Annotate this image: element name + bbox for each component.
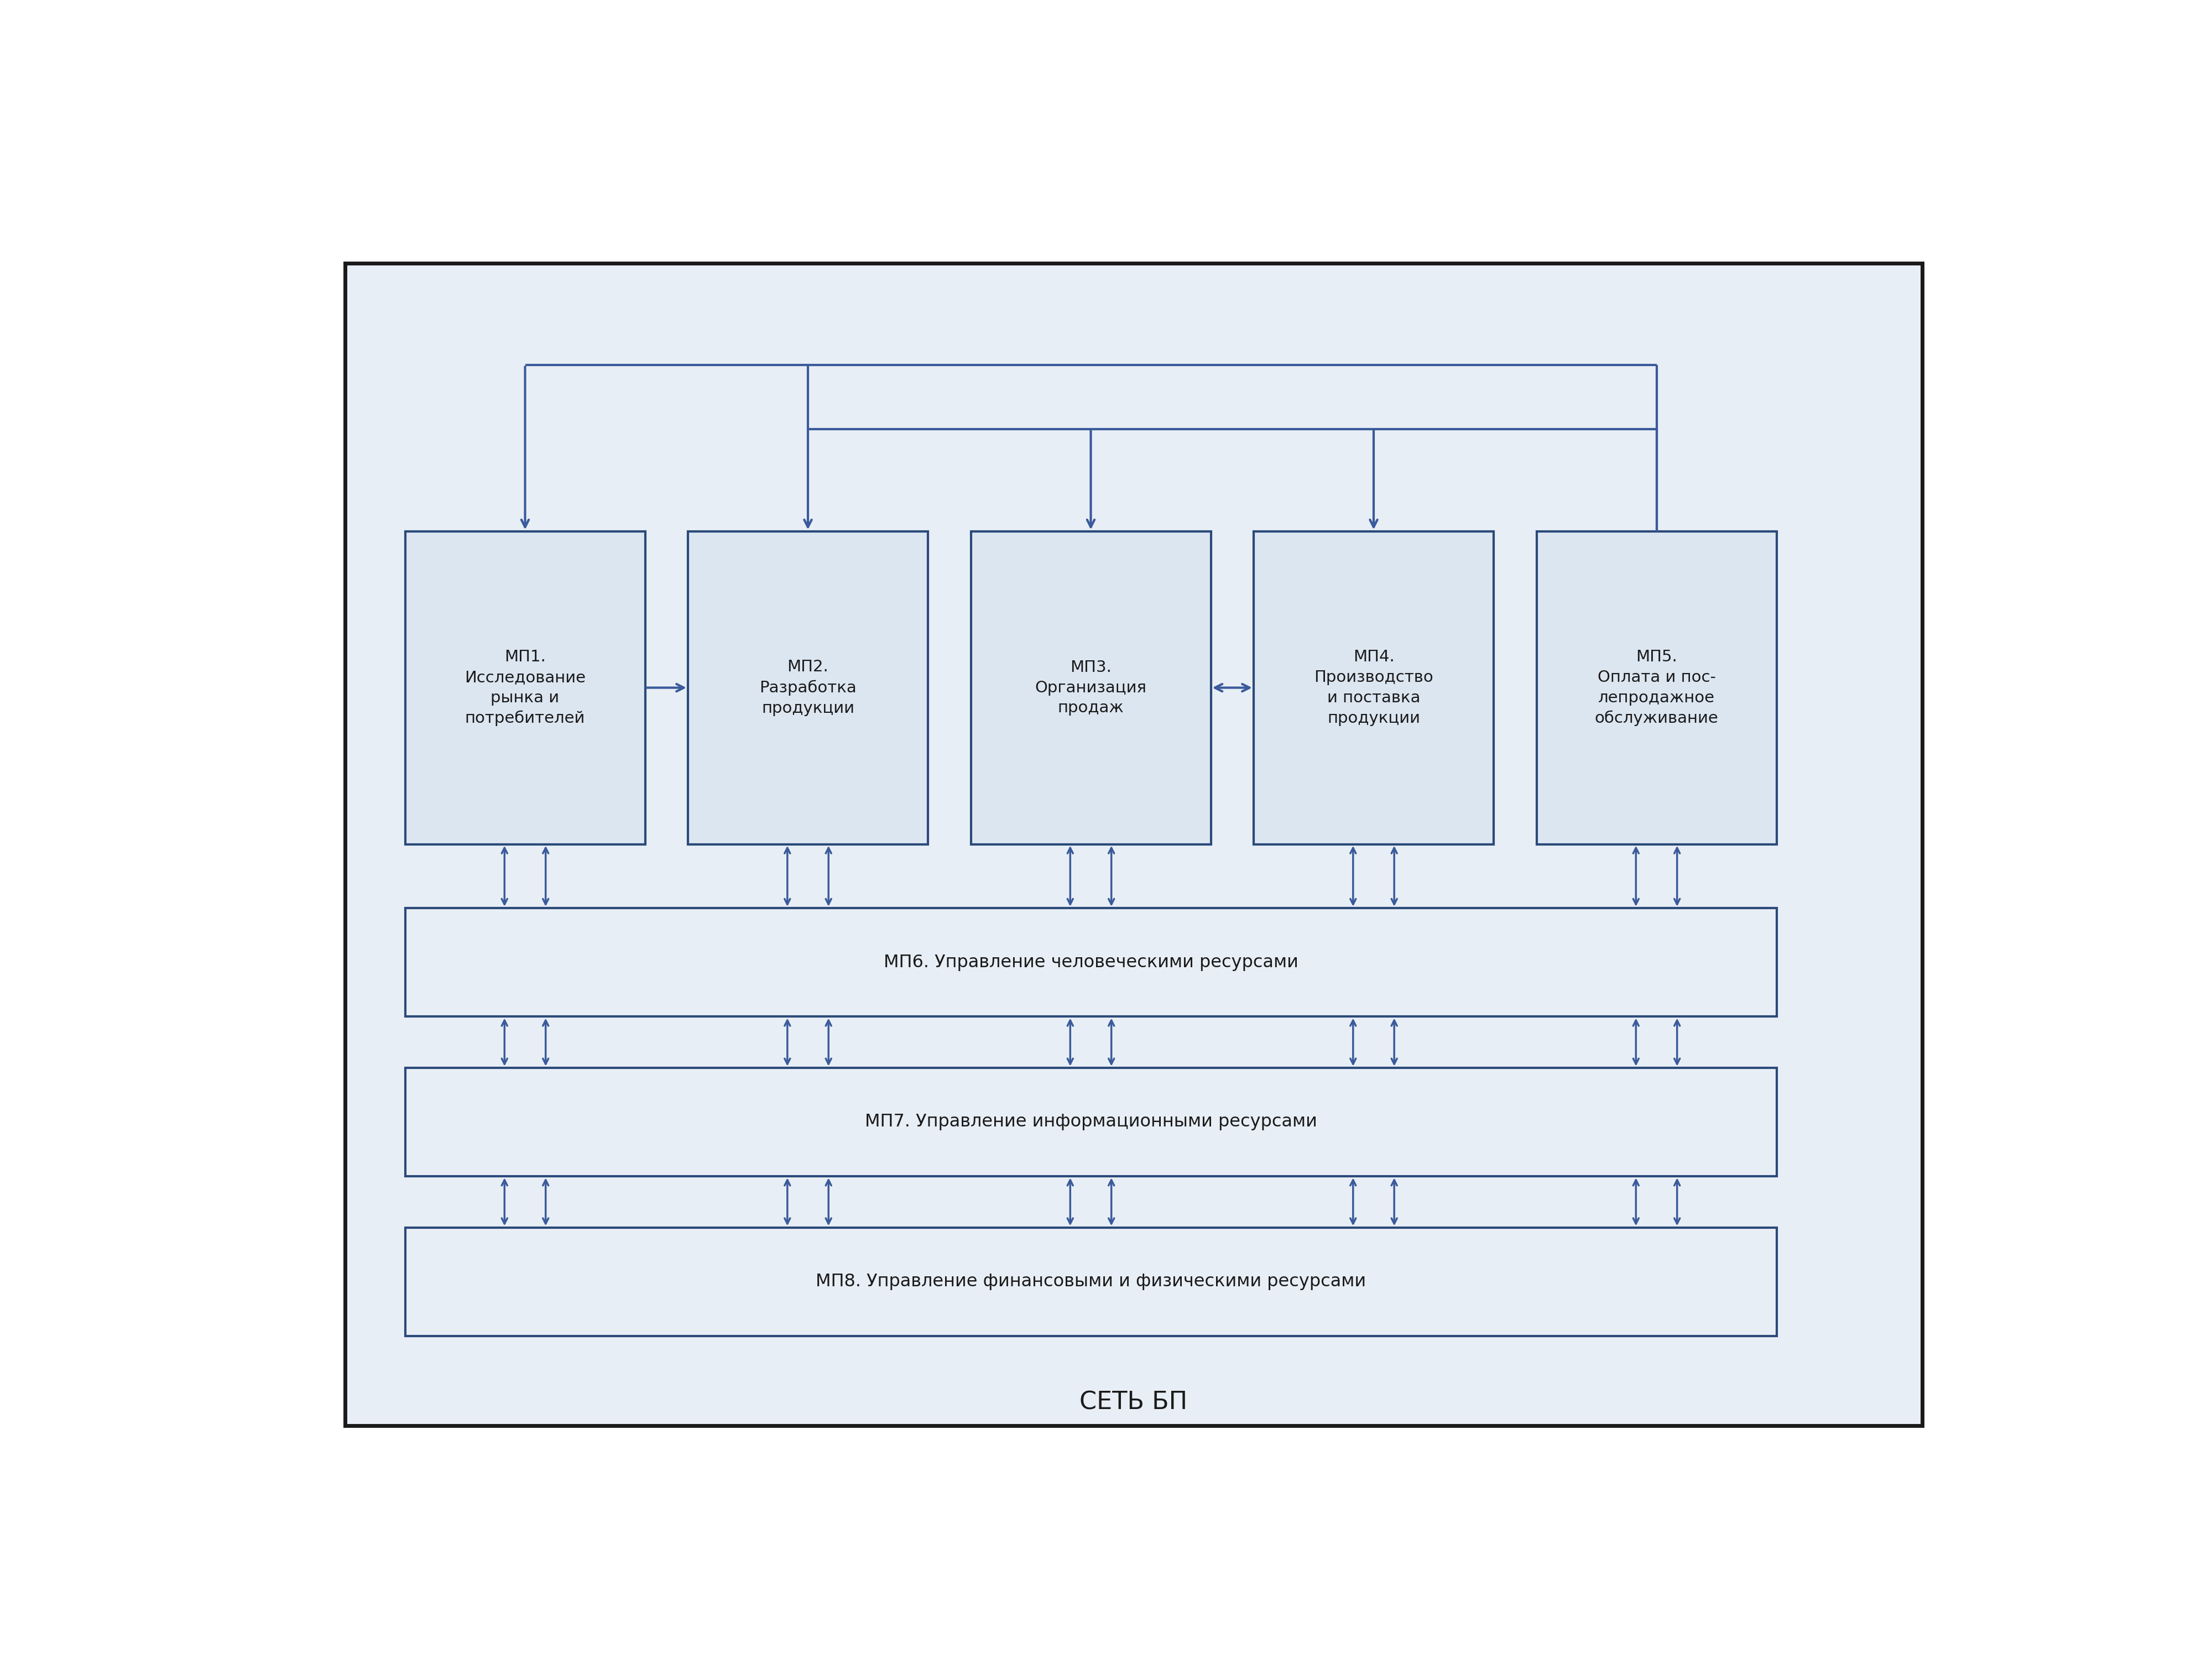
FancyBboxPatch shape (688, 531, 929, 844)
FancyBboxPatch shape (405, 1228, 1776, 1335)
Text: МП3.
Организация
продаж: МП3. Организация продаж (1035, 660, 1146, 715)
FancyBboxPatch shape (405, 1068, 1776, 1176)
Text: МП1.
Исследование
рынка и
потребителей: МП1. Исследование рынка и потребителей (465, 649, 586, 727)
FancyBboxPatch shape (345, 262, 1922, 1425)
FancyBboxPatch shape (1537, 531, 1776, 844)
FancyBboxPatch shape (971, 531, 1210, 844)
Text: МП4.
Производство
и поставка
продукции: МП4. Производство и поставка продукции (1314, 649, 1433, 727)
Text: СЕТЬ БП: СЕТЬ БП (1079, 1390, 1188, 1415)
FancyBboxPatch shape (405, 531, 646, 844)
FancyBboxPatch shape (1254, 531, 1493, 844)
FancyBboxPatch shape (405, 907, 1776, 1017)
Text: МП5.
Оплата и пос-
лепродажное
обслуживание: МП5. Оплата и пос- лепродажное обслужива… (1595, 649, 1719, 727)
Text: МП6. Управление человеческими ресурсами: МП6. Управление человеческими ресурсами (883, 954, 1298, 971)
Text: МП7. Управление информационными ресурсами: МП7. Управление информационными ресурсам… (865, 1113, 1316, 1130)
Text: МП8. Управление финансовыми и физическими ресурсами: МП8. Управление финансовыми и физическим… (816, 1272, 1367, 1291)
Text: МП2.
Разработка
продукции: МП2. Разработка продукции (759, 659, 856, 717)
